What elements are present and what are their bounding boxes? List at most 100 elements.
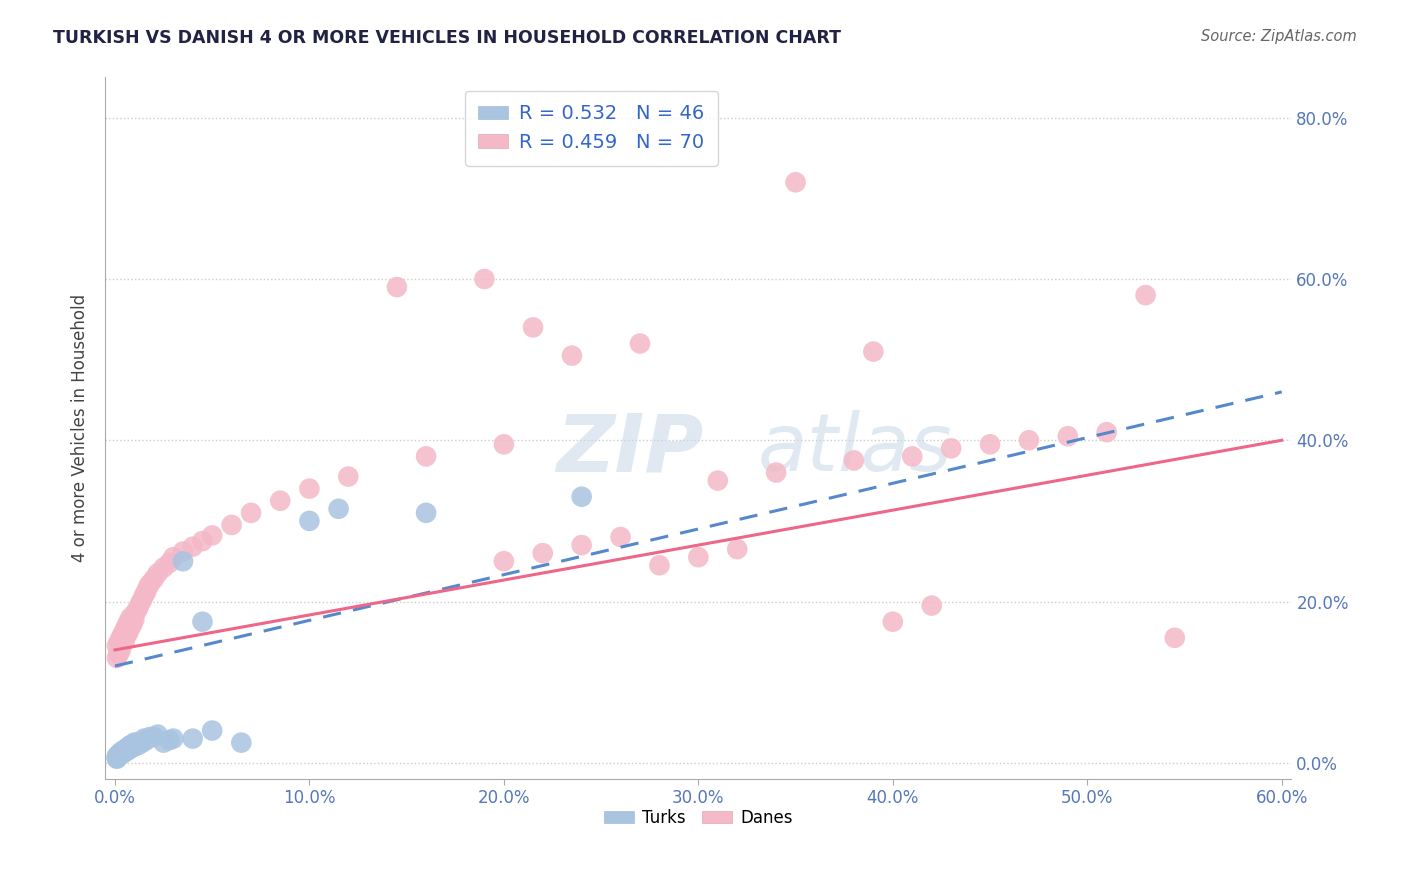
- Point: [127, 738, 149, 752]
- Point: [298, 514, 321, 528]
- Point: [115, 741, 138, 756]
- Point: [628, 336, 651, 351]
- Point: [862, 344, 884, 359]
- Point: [114, 623, 136, 637]
- Point: [725, 542, 748, 557]
- Point: [142, 730, 165, 744]
- Point: [120, 741, 142, 756]
- Point: [921, 599, 943, 613]
- Point: [105, 749, 128, 764]
- Point: [201, 723, 224, 738]
- Point: [269, 493, 291, 508]
- Point: [139, 730, 162, 744]
- Point: [571, 490, 593, 504]
- Point: [117, 743, 139, 757]
- Point: [129, 736, 152, 750]
- Point: [531, 546, 554, 560]
- Point: [162, 550, 184, 565]
- Point: [201, 528, 224, 542]
- Point: [842, 453, 865, 467]
- Point: [115, 628, 138, 642]
- Point: [111, 746, 134, 760]
- Point: [181, 731, 204, 746]
- Text: Source: ZipAtlas.com: Source: ZipAtlas.com: [1201, 29, 1357, 44]
- Legend: Turks, Danes: Turks, Danes: [598, 803, 800, 834]
- Point: [110, 747, 132, 762]
- Point: [114, 743, 136, 757]
- Point: [120, 620, 142, 634]
- Point: [120, 610, 142, 624]
- Point: [105, 751, 128, 765]
- Point: [337, 469, 360, 483]
- Point: [1164, 631, 1187, 645]
- Point: [115, 744, 138, 758]
- Point: [609, 530, 631, 544]
- Point: [157, 733, 180, 747]
- Point: [111, 744, 134, 758]
- Point: [1056, 429, 1078, 443]
- Point: [648, 558, 671, 573]
- Point: [108, 748, 131, 763]
- Y-axis label: 4 or more Vehicles in Household: 4 or more Vehicles in Household: [72, 294, 89, 562]
- Point: [561, 349, 583, 363]
- Point: [765, 466, 787, 480]
- Point: [124, 612, 146, 626]
- Point: [522, 320, 544, 334]
- Point: [882, 615, 904, 629]
- Point: [146, 728, 169, 742]
- Point: [152, 736, 174, 750]
- Point: [105, 750, 128, 764]
- Point: [124, 739, 146, 754]
- Point: [191, 615, 214, 629]
- Point: [492, 437, 515, 451]
- Point: [114, 635, 136, 649]
- Point: [117, 615, 139, 629]
- Point: [129, 596, 152, 610]
- Point: [111, 627, 134, 641]
- Point: [979, 437, 1001, 451]
- Point: [110, 631, 132, 645]
- Point: [125, 736, 148, 750]
- Text: ZIP: ZIP: [555, 410, 703, 488]
- Point: [571, 538, 593, 552]
- Point: [1095, 425, 1118, 440]
- Point: [131, 593, 153, 607]
- Point: [117, 739, 139, 754]
- Point: [110, 745, 132, 759]
- Point: [110, 746, 132, 760]
- Point: [105, 752, 128, 766]
- Point: [121, 739, 143, 754]
- Point: [298, 482, 321, 496]
- Point: [127, 601, 149, 615]
- Point: [111, 744, 134, 758]
- Point: [785, 175, 807, 189]
- Point: [221, 517, 243, 532]
- Point: [415, 506, 437, 520]
- Point: [142, 572, 165, 586]
- Point: [152, 560, 174, 574]
- Point: [114, 745, 136, 759]
- Point: [105, 651, 128, 665]
- Point: [157, 556, 180, 570]
- Point: [1018, 434, 1040, 448]
- Point: [111, 636, 134, 650]
- Point: [492, 554, 515, 568]
- Point: [108, 747, 131, 762]
- Point: [139, 576, 162, 591]
- Point: [939, 442, 962, 456]
- Point: [901, 450, 924, 464]
- Point: [146, 566, 169, 581]
- Point: [385, 280, 408, 294]
- Point: [172, 544, 194, 558]
- Point: [120, 738, 142, 752]
- Point: [110, 643, 132, 657]
- Point: [108, 635, 131, 649]
- Point: [135, 733, 157, 747]
- Point: [231, 736, 253, 750]
- Point: [132, 588, 155, 602]
- Point: [105, 639, 128, 653]
- Point: [108, 647, 131, 661]
- Point: [124, 607, 146, 621]
- Point: [115, 618, 138, 632]
- Point: [136, 580, 159, 594]
